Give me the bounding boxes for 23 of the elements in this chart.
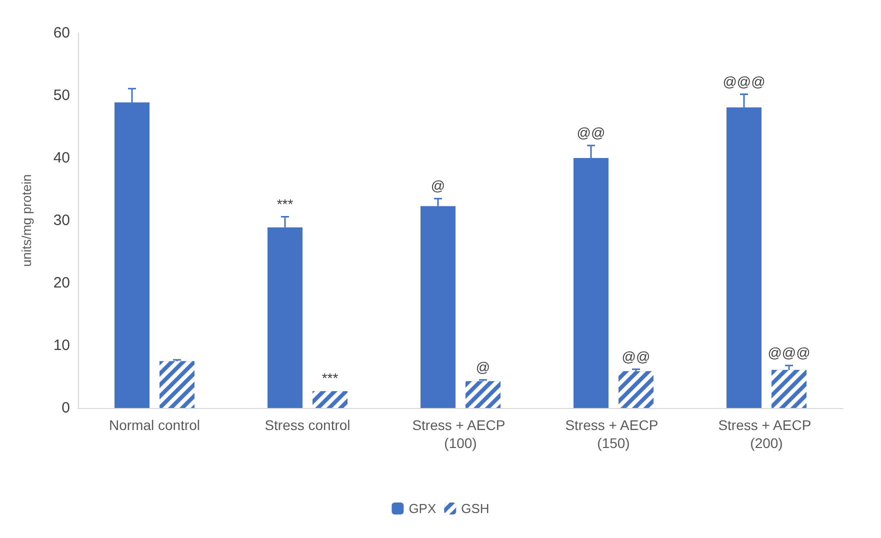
annotation: @@@ [722, 73, 766, 90]
annotation: @@ [622, 348, 650, 364]
y-tick-label: 0 [62, 400, 70, 416]
annotation: @@ [576, 124, 606, 140]
y-tick-label: 50 [53, 87, 70, 104]
y-axis-title: units/mg protein [19, 174, 34, 267]
x-tick-label: Stress + AECP (100) [412, 417, 509, 451]
annotation: *** [322, 370, 339, 386]
annotation: @ [430, 178, 446, 194]
x-tick-label: Normal control [108, 417, 200, 433]
y-tick-label: 20 [53, 274, 70, 292]
y-tick-label: 10 [53, 337, 70, 354]
legend-label: GPX [408, 501, 436, 516]
annotation: @ [476, 358, 490, 375]
x-tick-label: Stress + AECP (200) [718, 417, 815, 451]
y-tick-label: 60 [53, 24, 70, 42]
annotation: @@@ [768, 344, 810, 360]
x-tick-label: Stress + AECP (150) [565, 417, 662, 451]
y-tick-label: 30 [53, 212, 70, 229]
y-tick-label: 40 [53, 150, 70, 166]
legend-label: GSH [461, 501, 490, 516]
x-tick-label: Stress control [264, 417, 350, 433]
annotation: *** [276, 196, 294, 212]
